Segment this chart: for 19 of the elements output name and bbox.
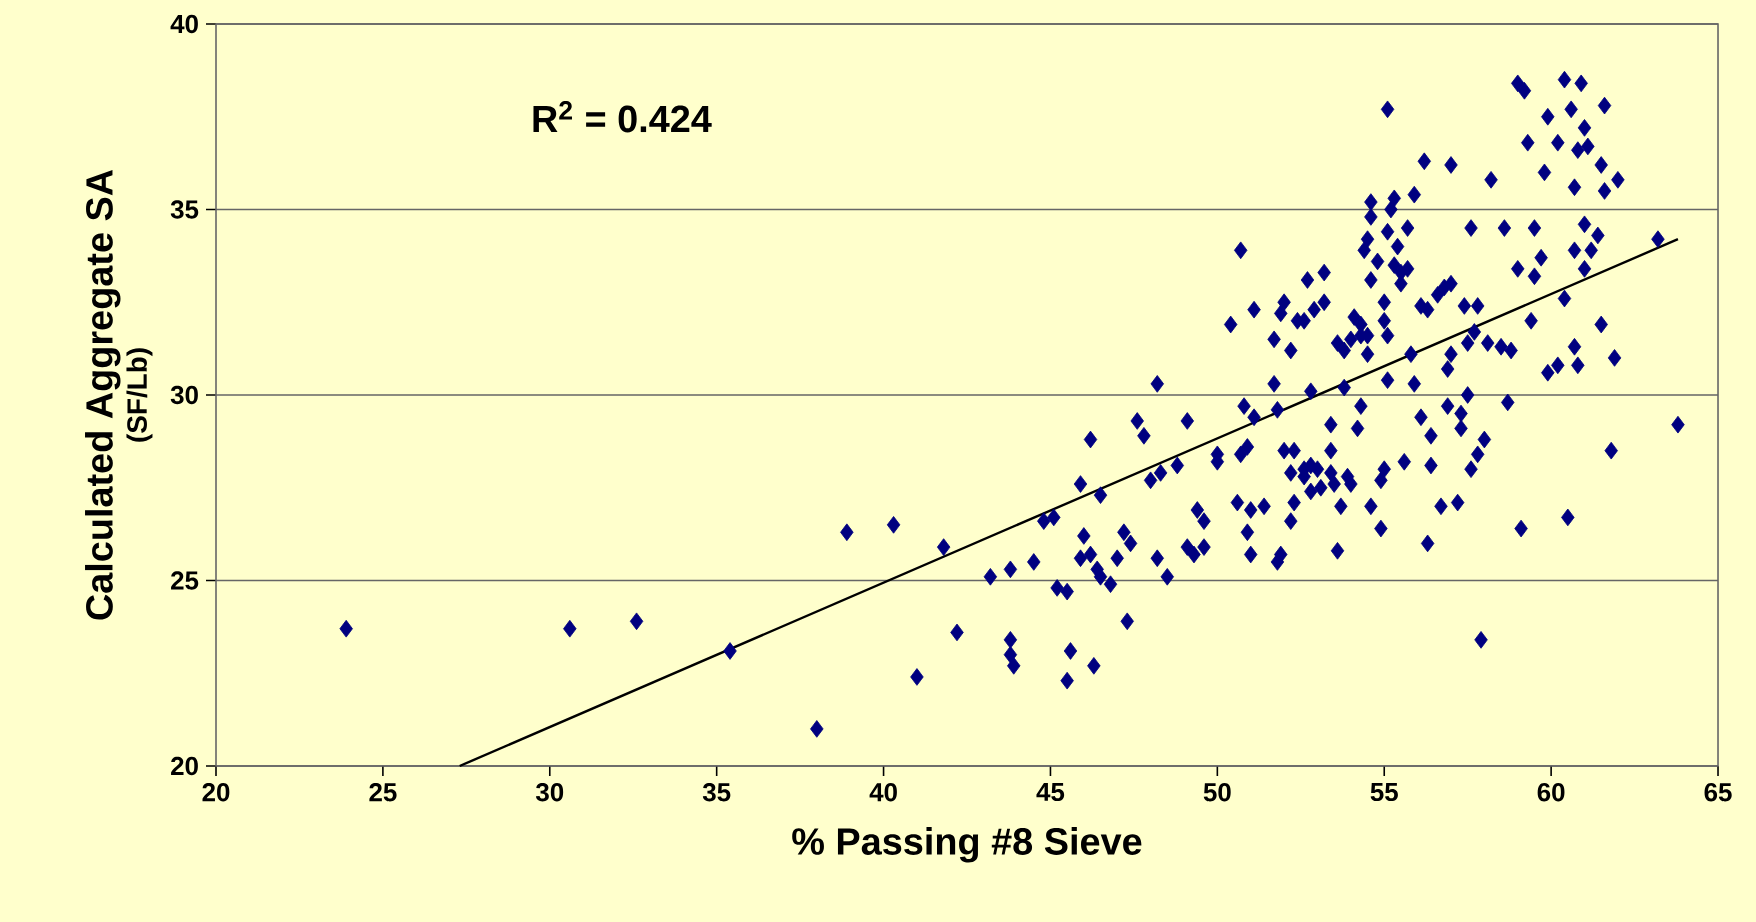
x-tick-label: 30	[535, 783, 564, 802]
text: (SF/Lb)	[126, 348, 153, 442]
x-tick-label: 25	[369, 783, 397, 802]
x-tick-label: 45	[1036, 783, 1065, 802]
annotation: R$^{2}$ = 0.424	[533, 101, 712, 133]
x-tick-label: 35	[702, 783, 731, 802]
x-axis-title: % Passing #8 Sieve	[792, 827, 1142, 863]
y-tick-label: 35	[170, 200, 199, 219]
x-tick-label: 65	[1704, 783, 1732, 802]
y-tick-label: 25	[171, 571, 199, 590]
x-tick-label: 20	[202, 783, 230, 802]
y-axis-title: Calculated Aggregate SA	[85, 169, 121, 620]
y-tick-label: 30	[170, 385, 198, 405]
y-tick-label: 40	[170, 14, 198, 34]
x-tick-label: 60	[1537, 783, 1565, 802]
x-tick-label: 50	[1203, 783, 1231, 802]
y-tick-label: 20	[171, 756, 198, 776]
x-tick-label: 40	[869, 783, 897, 802]
x-tick-label: 55	[1370, 783, 1398, 802]
